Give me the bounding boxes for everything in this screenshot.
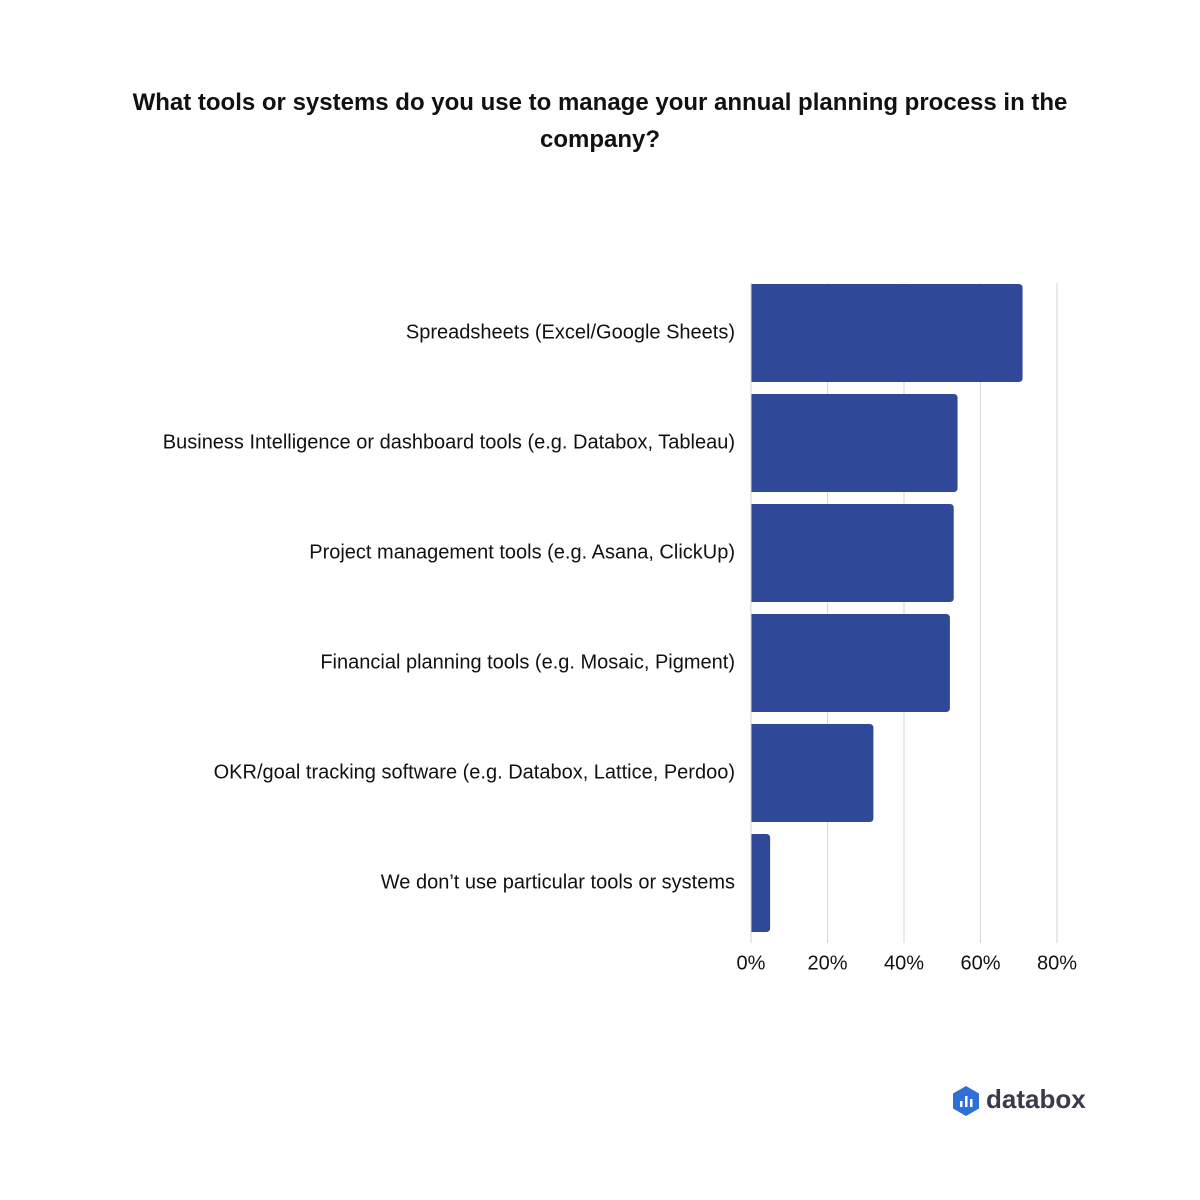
y-tick-label: Financial planning tools (e.g. Mosaic, P…: [320, 651, 735, 673]
y-tick-label: Project management tools (e.g. Asana, Cl…: [309, 541, 735, 563]
x-tick-label: 0%: [737, 952, 766, 974]
bar: [751, 394, 958, 492]
y-tick-label: OKR/goal tracking software (e.g. Databox…: [214, 761, 735, 783]
logo-bar: [965, 1096, 968, 1107]
bar: [751, 834, 771, 932]
bar: [751, 724, 874, 822]
chart-title: What tools or systems do you use to mana…: [132, 89, 1068, 153]
x-tick-label: 40%: [884, 952, 924, 974]
x-tick-label: 60%: [960, 952, 1000, 974]
brand: databox: [986, 1084, 1086, 1114]
logo: databox: [953, 1084, 1086, 1116]
logo-bar: [960, 1101, 963, 1107]
y-tick-label: Spreadsheets (Excel/Google Sheets): [406, 321, 735, 343]
bar: [751, 284, 1023, 382]
y-tick-label: We don’t use particular tools or systems: [381, 871, 735, 893]
x-tick-label: 20%: [807, 952, 847, 974]
y-tick-label: Business Intelligence or dashboard tools…: [163, 431, 735, 453]
bar: [751, 614, 950, 712]
logo-bar: [970, 1099, 973, 1107]
x-tick-label: 80%: [1037, 952, 1077, 974]
bar: [751, 504, 954, 602]
